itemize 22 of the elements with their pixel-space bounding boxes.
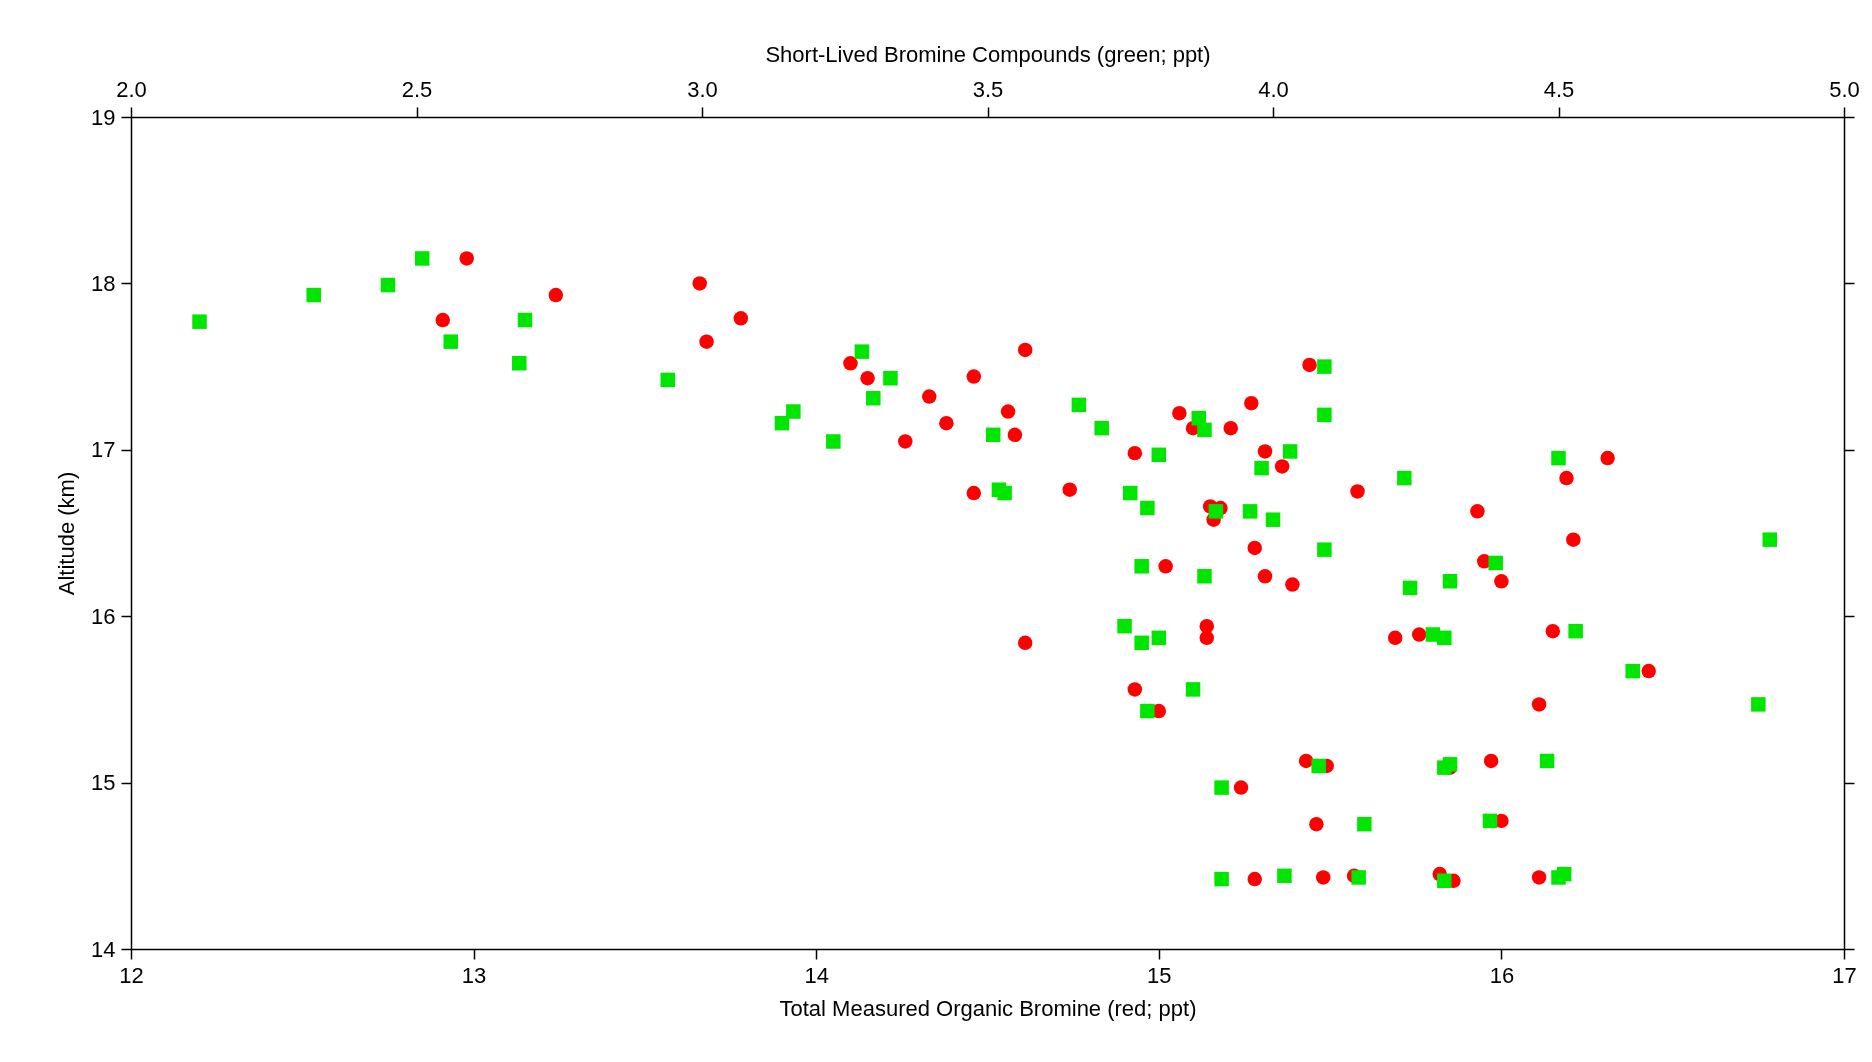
x-tick-label: 12 <box>119 962 144 988</box>
x2-tick-label: 3.5 <box>972 76 1004 102</box>
x2-tick-label: 2.5 <box>401 76 433 102</box>
x-axis-title: Total Measured Organic Bromine (red; ppt) <box>779 995 1197 1021</box>
x-tick-label: 15 <box>1147 962 1172 988</box>
y-tick-label: 19 <box>91 104 116 130</box>
x-tick-label: 13 <box>461 962 487 988</box>
y-axis-title: Altitude (km) <box>54 471 80 596</box>
y-tick-label: 14 <box>91 936 116 962</box>
x-tick-label: 17 <box>1832 962 1857 988</box>
y-tick-label: 15 <box>91 770 116 796</box>
x2-tick-label: 4.5 <box>1543 76 1575 102</box>
x-tick-label: 16 <box>1489 962 1515 988</box>
y-tick-label: 16 <box>91 603 116 629</box>
x2-tick-label: 5.0 <box>1829 76 1860 102</box>
x-tick-label: 14 <box>804 962 829 988</box>
y-tick-label: 17 <box>91 437 116 463</box>
x2-tick-label: 3.0 <box>687 76 718 102</box>
x2-tick-label: 4.0 <box>1258 76 1289 102</box>
y-tick-label: 18 <box>91 270 116 296</box>
x2-tick-label: 2.0 <box>116 76 147 102</box>
x2-axis-title: Short-Lived Bromine Compounds (green; ppt) <box>765 41 1211 67</box>
